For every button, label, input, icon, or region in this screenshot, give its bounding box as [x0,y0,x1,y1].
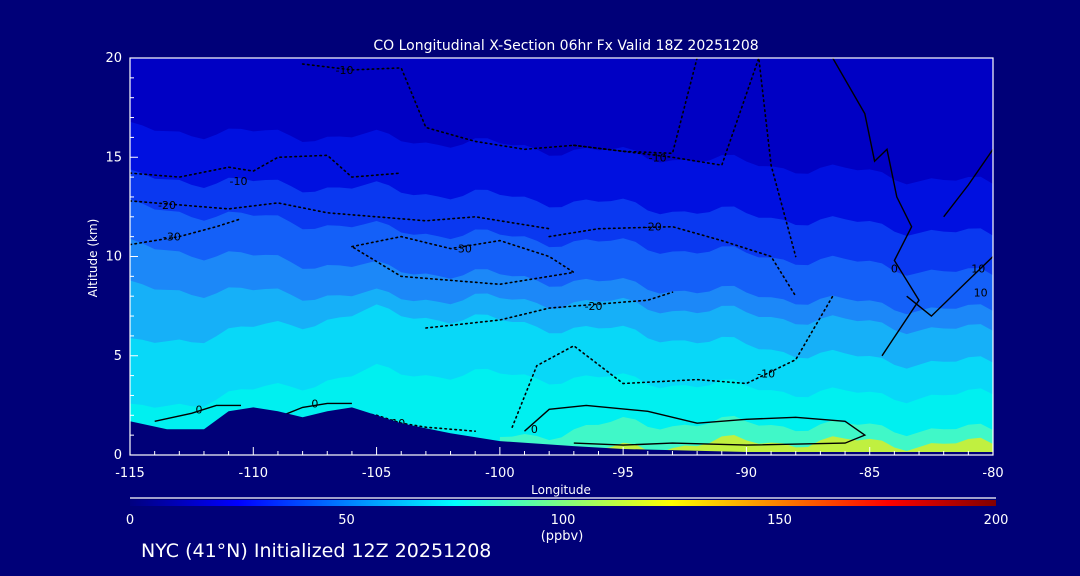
y-tick-label: 20 [105,51,122,66]
x-tick-label: -95 [613,466,634,481]
contour--20 [425,291,674,329]
contour--20 [548,225,797,298]
x-tick-label: -110 [239,466,269,481]
contour-label: 0 [196,403,203,416]
x-tick-label: -115 [115,466,145,481]
contour-label: -10 [649,151,667,164]
colorbar-ticks: 0 50 100 150 200 [126,513,1009,528]
y-tick-label: 10 [105,250,122,265]
x-tick-label: -80 [982,466,1003,481]
contour-label: -30 [454,243,472,256]
x-axis: -115 -110 -105 -100 -95 -90 -85 -80 [115,447,1004,481]
contour-label: -10 [336,64,354,77]
contour--20 [130,200,551,230]
contour-label: 10 [971,262,985,275]
contour-10 [943,148,993,218]
colorbar-tick-label: 0 [126,513,134,528]
contour-10 [906,255,993,318]
contour-label: 0 [531,423,538,436]
contour--10 [301,58,698,155]
contour-label: 0 [311,397,318,410]
y-tick-label: 0 [114,448,122,463]
contour-label: -20 [644,221,662,234]
terrain [130,407,993,455]
contour-0 [524,404,867,446]
contour-label: -20 [585,300,603,313]
chart-title: CO Longitudinal X-Section 06hr Fx Valid … [373,38,758,54]
contour-0 [282,402,352,416]
colorbar-tick-label: 200 [984,513,1009,528]
contour-0 [832,58,920,357]
concentration-field [130,58,993,455]
contour-label: -10 [230,175,248,188]
x-axis-label: Longitude [531,483,591,497]
y-tick-label: 5 [114,349,122,364]
colorbar-tick-label: 100 [551,513,576,528]
contour-label: -20 [158,199,176,212]
colorbar-tick-label: 150 [767,513,792,528]
colorbar-units: (ppbv) [541,529,584,544]
contour-0 [154,404,241,422]
contour-label: -30 [163,231,181,244]
colorbar-tick-label: 50 [338,513,355,528]
y-axis: 0 5 10 15 20 [105,51,138,463]
x-tick-label: -90 [736,466,757,481]
contour-lines [130,58,993,446]
footer-caption: NYC (41°N) Initialized 12Z 20251208 [141,540,492,562]
colorbar [130,500,996,506]
band-110-ppbv [598,435,993,455]
x-tick-label: -85 [859,466,880,481]
contour--10 [130,154,403,178]
x-tick-label: -100 [485,466,515,481]
contour-label: 10 [974,286,988,299]
contour--30 [130,218,242,246]
contour-label: -10 [757,368,775,381]
x-tick-label: -105 [362,466,392,481]
contour--10 [511,295,834,429]
contour--10 [572,58,797,258]
y-axis-label: Altitude (km) [86,219,100,298]
y-tick-label: 15 [105,150,122,165]
contour-label: 0 [891,262,898,275]
contour--30 [351,235,576,286]
